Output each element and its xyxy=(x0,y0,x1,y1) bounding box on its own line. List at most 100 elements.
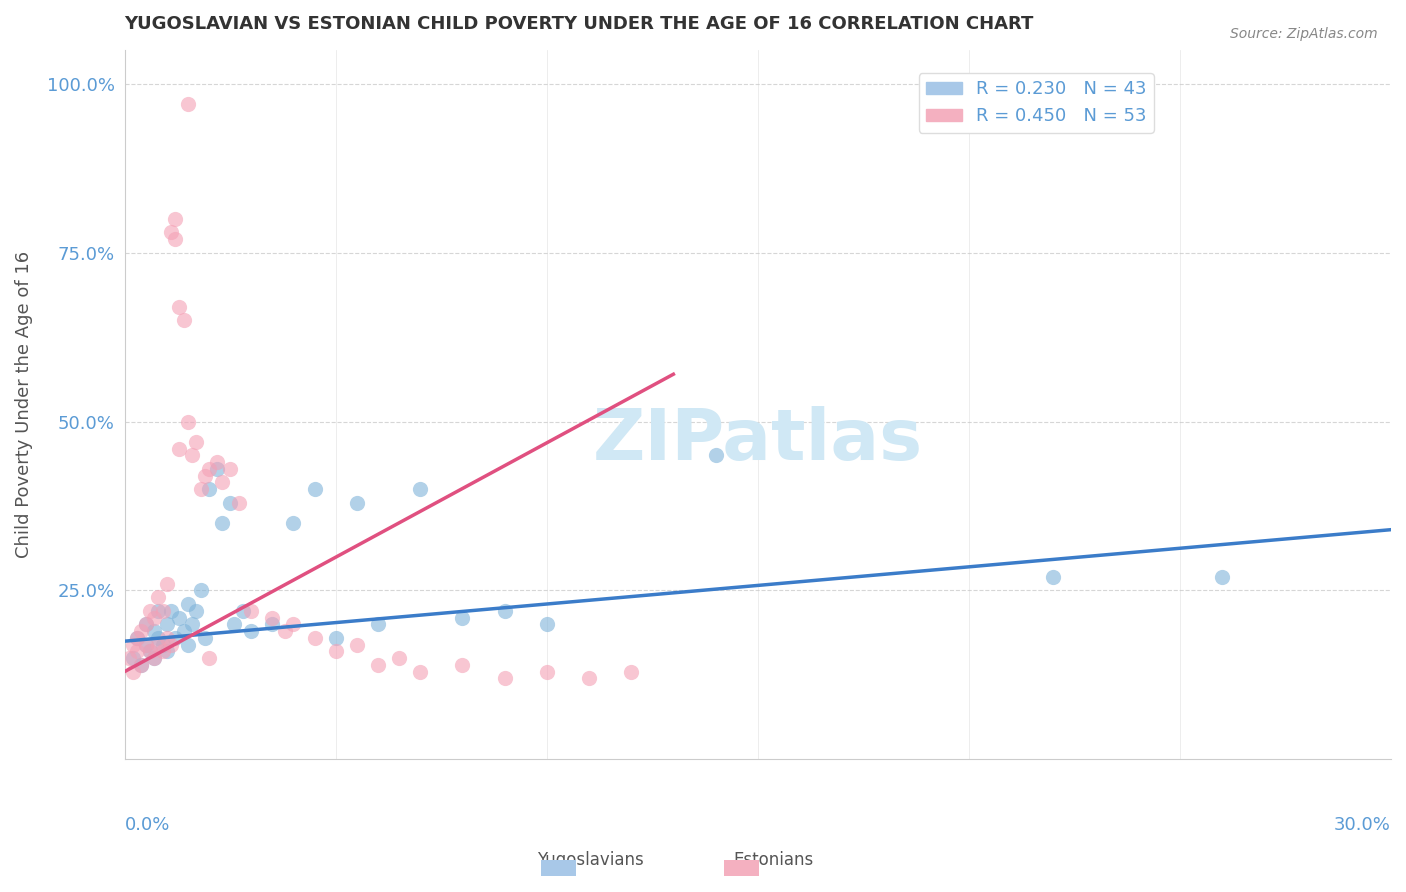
Point xyxy=(173,313,195,327)
Point xyxy=(1211,570,1233,584)
Point xyxy=(139,644,162,658)
Point xyxy=(169,300,191,314)
Point xyxy=(177,597,200,611)
Point xyxy=(131,657,153,672)
Point xyxy=(177,638,200,652)
Point xyxy=(367,657,389,672)
Point xyxy=(148,604,170,618)
Point xyxy=(190,583,212,598)
Point xyxy=(148,591,170,605)
Point xyxy=(704,448,727,462)
Point xyxy=(186,434,208,449)
Point xyxy=(152,604,174,618)
Point xyxy=(536,617,558,632)
Point xyxy=(143,624,166,638)
Point xyxy=(198,651,221,665)
Text: 0.0%: 0.0% xyxy=(125,816,170,834)
Point xyxy=(156,617,179,632)
Text: 30.0%: 30.0% xyxy=(1334,816,1391,834)
Point xyxy=(262,617,284,632)
Point xyxy=(240,624,263,638)
Point xyxy=(156,631,179,645)
Point xyxy=(207,462,229,476)
Point xyxy=(156,576,179,591)
Text: Yugoslavians: Yugoslavians xyxy=(537,851,644,869)
Point xyxy=(177,96,200,111)
Point xyxy=(211,516,233,530)
Point xyxy=(127,631,149,645)
Text: ZIPatlas: ZIPatlas xyxy=(593,406,922,475)
Text: YUGOSLAVIAN VS ESTONIAN CHILD POVERTY UNDER THE AGE OF 16 CORRELATION CHART: YUGOSLAVIAN VS ESTONIAN CHILD POVERTY UN… xyxy=(125,15,1033,33)
Point xyxy=(181,448,204,462)
Point xyxy=(165,631,187,645)
Point xyxy=(325,631,347,645)
Point xyxy=(186,604,208,618)
Point xyxy=(211,475,233,490)
Point xyxy=(228,495,250,509)
Point xyxy=(131,657,153,672)
Point xyxy=(232,604,254,618)
Point xyxy=(346,638,368,652)
Point xyxy=(620,665,643,679)
Point xyxy=(135,617,157,632)
Point xyxy=(127,644,149,658)
Point xyxy=(367,617,389,632)
Point xyxy=(283,516,305,530)
Point xyxy=(274,624,297,638)
Point xyxy=(152,638,174,652)
Point xyxy=(346,495,368,509)
Point xyxy=(152,644,174,658)
Point xyxy=(240,604,263,618)
Point xyxy=(118,651,141,665)
Point xyxy=(143,651,166,665)
Point xyxy=(135,638,157,652)
Point xyxy=(131,624,153,638)
Point xyxy=(207,455,229,469)
Point xyxy=(536,665,558,679)
Point xyxy=(388,651,411,665)
Point xyxy=(148,631,170,645)
Text: Source: ZipAtlas.com: Source: ZipAtlas.com xyxy=(1230,27,1378,41)
Point xyxy=(177,415,200,429)
Point xyxy=(409,665,432,679)
Point xyxy=(219,462,242,476)
Point xyxy=(143,651,166,665)
Point xyxy=(194,631,217,645)
Point xyxy=(139,604,162,618)
Point xyxy=(325,644,347,658)
Point xyxy=(165,232,187,246)
Point xyxy=(122,651,145,665)
Point xyxy=(198,482,221,496)
Point xyxy=(122,638,145,652)
Point xyxy=(451,610,474,624)
Point xyxy=(127,631,149,645)
Legend: R = 0.230   N = 43, R = 0.450   N = 53: R = 0.230 N = 43, R = 0.450 N = 53 xyxy=(918,73,1154,133)
Point xyxy=(148,638,170,652)
Point xyxy=(494,671,516,685)
Point xyxy=(409,482,432,496)
Point xyxy=(198,462,221,476)
Point xyxy=(165,211,187,226)
Point xyxy=(160,638,183,652)
Point xyxy=(139,644,162,658)
Point xyxy=(578,671,600,685)
Point xyxy=(283,617,305,632)
Point xyxy=(219,495,242,509)
Point xyxy=(173,624,195,638)
Point xyxy=(156,644,179,658)
Point xyxy=(181,617,204,632)
Point xyxy=(160,225,183,239)
Point xyxy=(262,610,284,624)
Point xyxy=(160,604,183,618)
Point xyxy=(190,482,212,496)
Point xyxy=(1042,570,1064,584)
Text: Estonians: Estonians xyxy=(733,851,814,869)
Point xyxy=(304,482,326,496)
Point xyxy=(169,442,191,456)
Point xyxy=(135,638,157,652)
Point xyxy=(224,617,246,632)
Point xyxy=(122,665,145,679)
Y-axis label: Child Poverty Under the Age of 16: Child Poverty Under the Age of 16 xyxy=(15,251,32,558)
Point xyxy=(143,610,166,624)
Point xyxy=(135,617,157,632)
